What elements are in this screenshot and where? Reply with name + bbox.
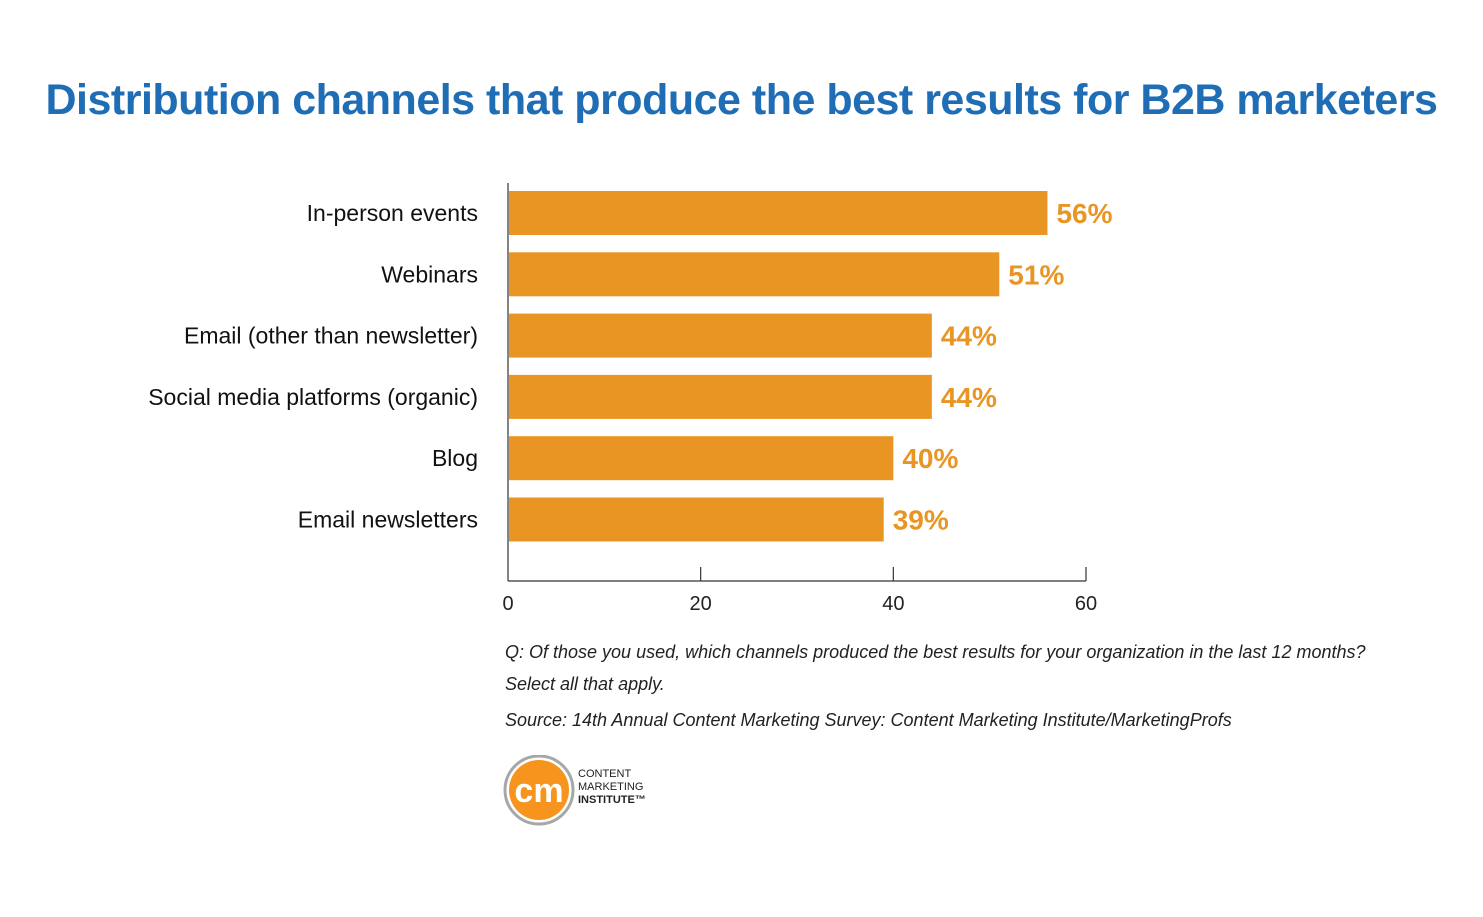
bar xyxy=(509,374,932,419)
category-label: Email newsletters xyxy=(298,507,478,533)
data-label: 44% xyxy=(941,321,997,352)
bar xyxy=(509,436,894,481)
question-note-line1: Q: Of those you used, which channels pro… xyxy=(505,642,1366,662)
logo-text-line1: CONTENT xyxy=(578,768,632,780)
data-label: 40% xyxy=(902,443,958,474)
bar xyxy=(509,313,932,358)
x-tick-label: 20 xyxy=(690,593,712,615)
logo-text-line3: INSTITUTE™ xyxy=(578,794,646,806)
category-label: Social media platforms (organic) xyxy=(148,384,478,410)
logo-text-line2: MARKETING xyxy=(578,781,644,793)
x-tick-label: 40 xyxy=(882,593,904,615)
data-label: 56% xyxy=(1056,198,1112,229)
category-label: Blog xyxy=(432,445,478,471)
data-label: 39% xyxy=(893,505,949,536)
chart-title: Distribution channels that produce the b… xyxy=(45,76,1438,124)
category-label: In-person events xyxy=(307,200,478,226)
category-label: Webinars xyxy=(381,261,478,287)
data-label: 51% xyxy=(1008,259,1064,290)
bar xyxy=(509,191,1048,235)
x-tick-label: 0 xyxy=(502,593,513,615)
source-note: Source: 14th Annual Content Marketing Su… xyxy=(505,710,1232,730)
bar xyxy=(509,252,1000,297)
bar xyxy=(509,497,884,542)
question-note-line2: Select all that apply. xyxy=(505,674,665,694)
category-label: Email (other than newsletter) xyxy=(184,323,478,349)
svg-text:cm: cm xyxy=(514,772,563,810)
data-label: 44% xyxy=(941,382,997,413)
x-tick-label: 60 xyxy=(1075,593,1097,615)
cmi-logo-icon: cm xyxy=(503,755,575,826)
